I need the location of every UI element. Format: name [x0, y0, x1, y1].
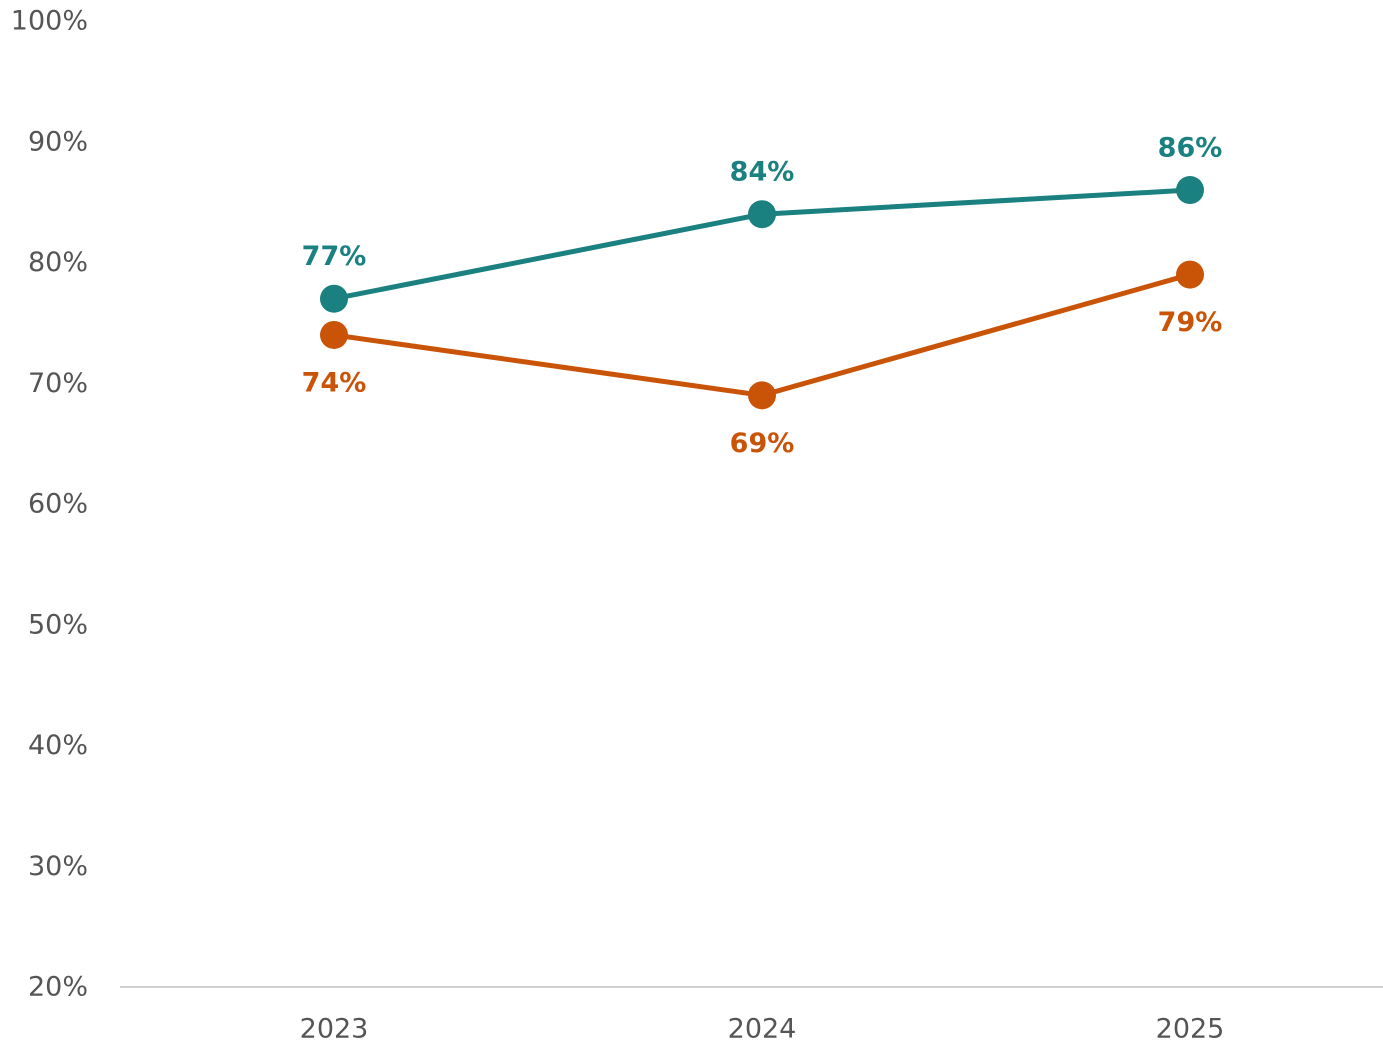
- y-tick-label: 100%: [11, 6, 88, 37]
- x-tick-label: 2025: [1156, 1014, 1225, 1045]
- x-axis: 2023 2024 2025: [300, 1014, 1225, 1045]
- data-point-marker: [320, 284, 348, 313]
- data-point-marker: [748, 381, 776, 410]
- x-tick-label: 2023: [300, 1014, 369, 1045]
- data-label: 79%: [1158, 307, 1223, 338]
- y-tick-label: 40%: [28, 730, 88, 761]
- series-layer: 77% 84% 86% 74% 69% 79%: [302, 133, 1223, 459]
- data-point-marker: [320, 320, 348, 349]
- y-tick-label: 50%: [28, 609, 88, 640]
- y-tick-label: 20%: [28, 972, 88, 1003]
- data-label: 84%: [730, 157, 795, 188]
- data-label: 77%: [302, 241, 367, 272]
- data-point-marker: [1176, 260, 1204, 289]
- data-point-marker: [748, 200, 776, 229]
- y-tick-label: 70%: [28, 368, 88, 399]
- series-line: [331, 272, 1193, 398]
- x-tick-label: 2024: [728, 1014, 797, 1045]
- data-label: 86%: [1158, 133, 1223, 164]
- y-axis: 20% 30% 40% 50% 60% 70% 80% 90% 100%: [11, 6, 88, 1003]
- y-tick-label: 90%: [28, 126, 88, 157]
- data-label: 74%: [302, 367, 367, 398]
- data-point-marker: [1176, 176, 1204, 205]
- y-tick-label: 30%: [28, 851, 88, 882]
- y-tick-label: 60%: [28, 489, 88, 520]
- data-label: 69%: [730, 428, 795, 459]
- y-tick-label: 80%: [28, 247, 88, 278]
